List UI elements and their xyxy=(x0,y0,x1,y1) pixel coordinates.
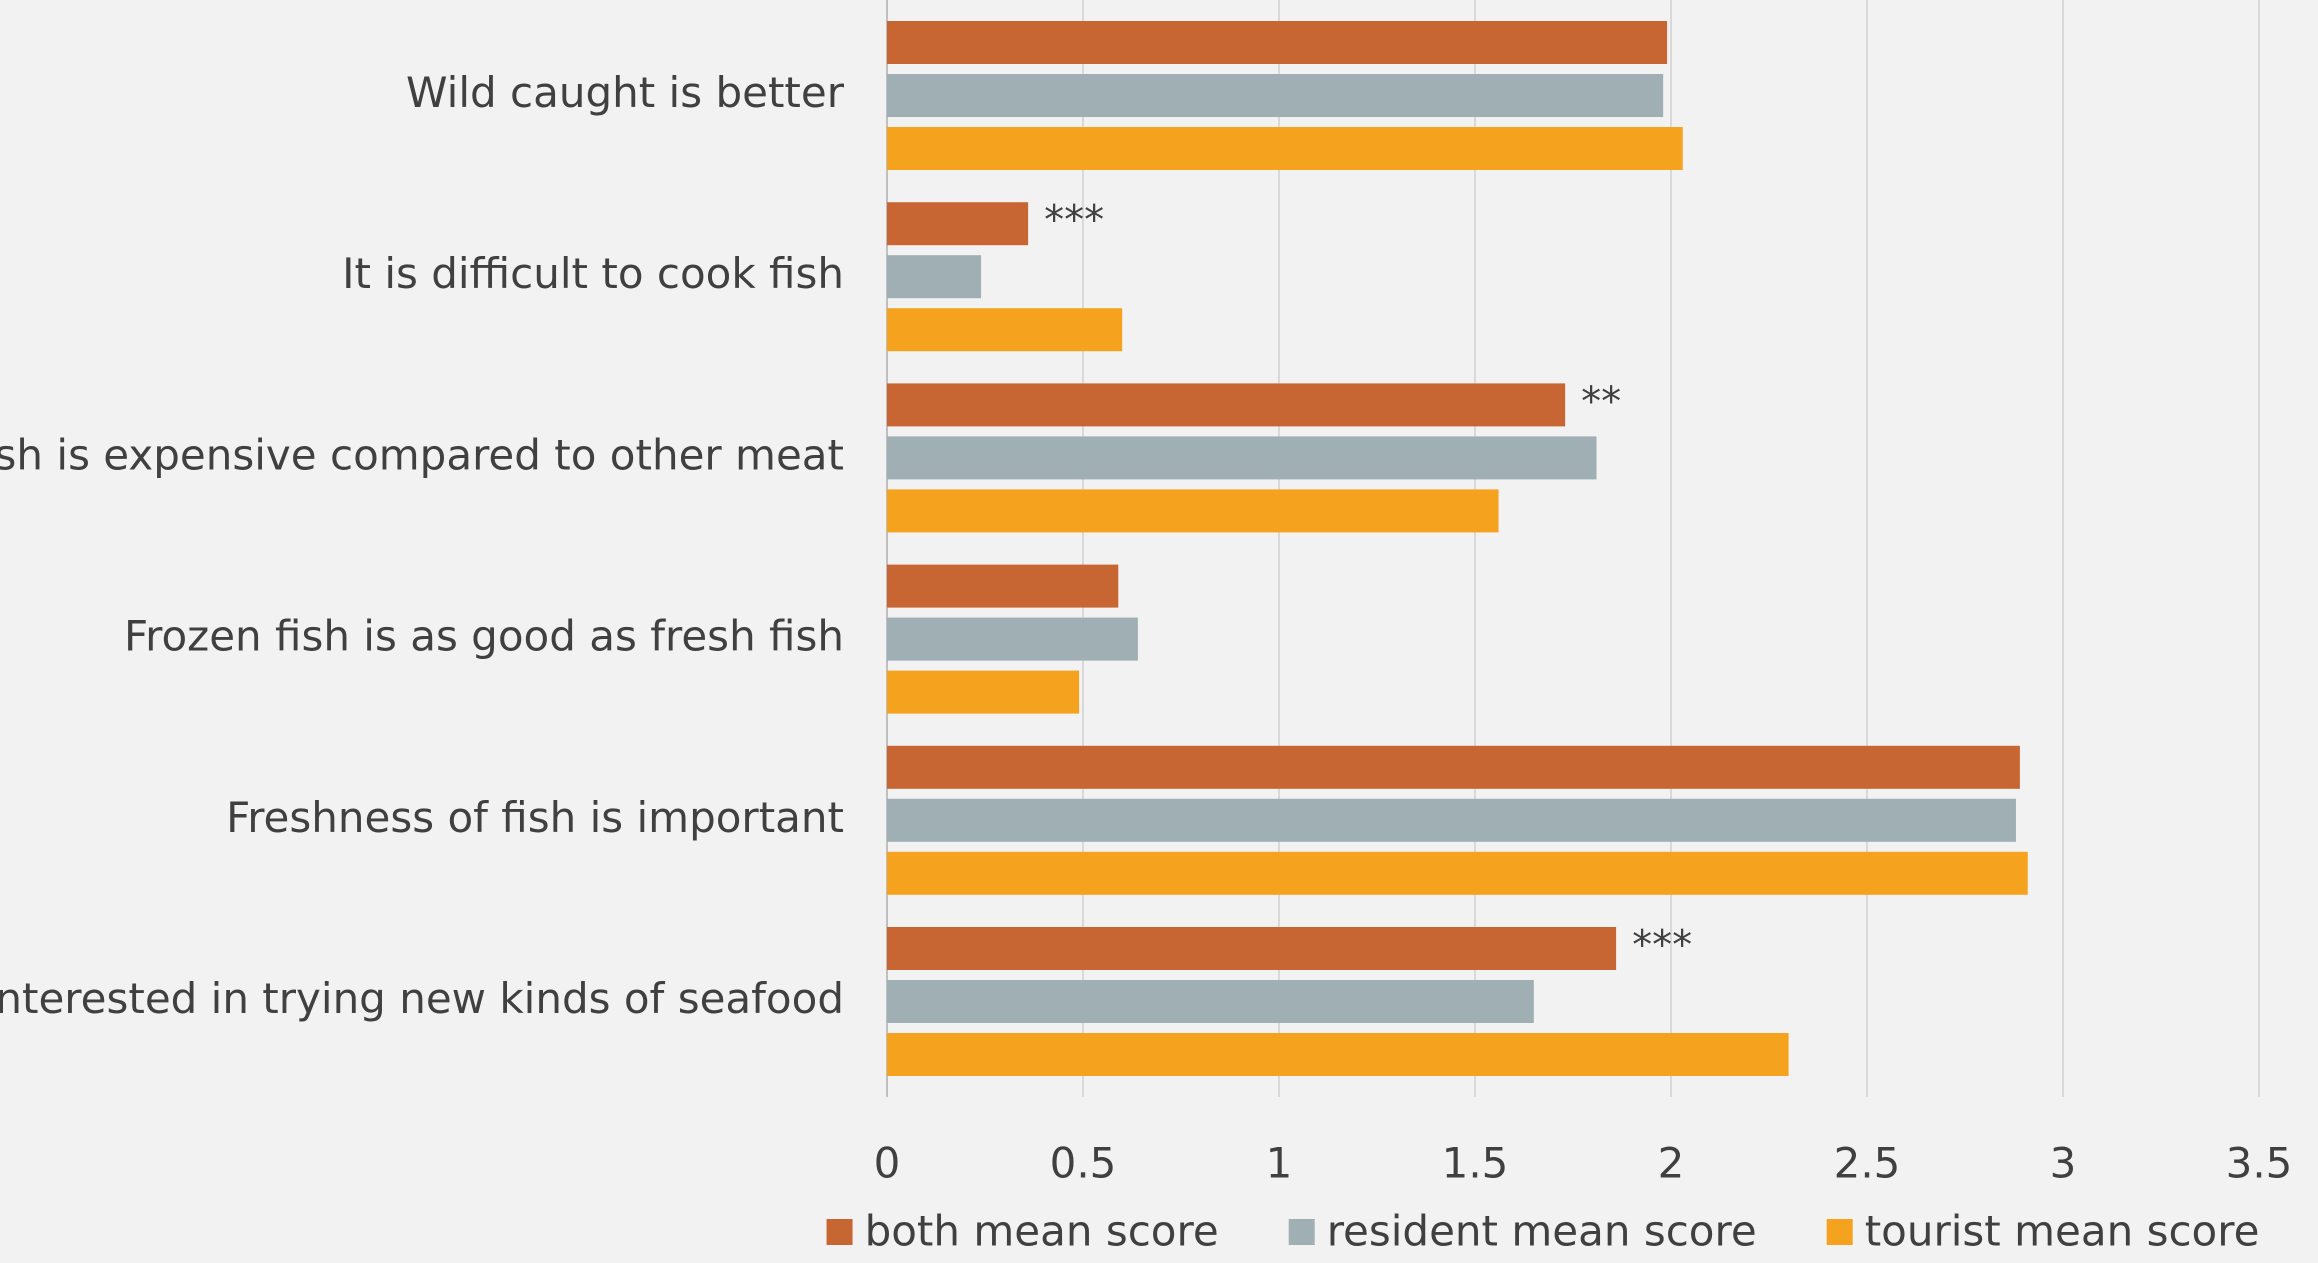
bar-2-series-3 xyxy=(887,308,1123,352)
bar-6-series-1 xyxy=(887,927,1617,970)
bar-1-series-3 xyxy=(887,127,1683,170)
x-tick-label-0: 0 xyxy=(874,1139,901,1188)
significance-annotations: ******** xyxy=(1044,198,1692,969)
x-axis-tick-labels: 0 0.5 1 1.5 2 2.5 3 3.5 xyxy=(874,1139,2293,1188)
bar-3-series-2 xyxy=(887,436,1597,480)
x-tick-label-0.5: 0.5 xyxy=(1050,1139,1117,1188)
category-label-3: Fish is expensive compared to other meat xyxy=(0,430,844,479)
legend-item-1: both mean score xyxy=(826,1207,1219,1256)
bars xyxy=(887,21,2028,1076)
category-label-4: Frozen fish is as good as fresh fish xyxy=(124,612,844,661)
x-tick-label-3: 3 xyxy=(2050,1139,2077,1188)
significance-annotation-1: *** xyxy=(1044,198,1104,244)
legend-label-2: resident mean score xyxy=(1327,1207,1757,1256)
legend-swatch-2 xyxy=(1288,1219,1315,1245)
bar-3-series-1 xyxy=(887,383,1566,427)
legend: both mean score resident mean score touris… xyxy=(826,1207,2260,1256)
gridlines xyxy=(886,0,2260,1097)
category-label-5: Freshness of fish is important xyxy=(226,793,844,842)
bar-4-series-3 xyxy=(887,670,1080,714)
bar-4-series-1 xyxy=(887,564,1119,608)
x-tick-label-3.5: 3.5 xyxy=(2226,1139,2293,1188)
category-label-2: It is difficult to cook fish xyxy=(342,249,844,298)
category-label-1: Wild caught is better xyxy=(406,68,845,117)
legend-item-2: resident mean score xyxy=(1288,1207,1757,1256)
bar-5-series-2 xyxy=(887,798,2016,842)
bar-1-series-2 xyxy=(887,74,1664,117)
category-labels: Wild caught is better It is difficult to … xyxy=(0,68,845,1023)
bar-1-series-1 xyxy=(887,21,1668,64)
category-label-6: Interested in trying new kinds of seafoo… xyxy=(0,974,844,1023)
legend-item-3: tourist mean score xyxy=(1826,1207,2260,1256)
bar-3-series-3 xyxy=(887,489,1499,533)
x-tick-label-2: 2 xyxy=(1658,1139,1685,1188)
x-tick-label-1.5: 1.5 xyxy=(1442,1139,1509,1188)
legend-label-1: both mean score xyxy=(865,1207,1219,1256)
bar-6-series-3 xyxy=(887,1033,1789,1076)
legend-swatch-1 xyxy=(826,1219,853,1245)
bar-2-series-2 xyxy=(887,255,982,299)
bar-2-series-1 xyxy=(887,202,1029,246)
bar-5-series-3 xyxy=(887,851,2028,895)
bar-4-series-2 xyxy=(887,617,1138,661)
significance-annotation-3: *** xyxy=(1632,923,1692,969)
legend-swatch-3 xyxy=(1826,1219,1853,1245)
bar-5-series-1 xyxy=(887,745,2020,789)
x-tick-label-1: 1 xyxy=(1266,1139,1293,1188)
bar-6-series-2 xyxy=(887,980,1534,1023)
legend-label-3: tourist mean score xyxy=(1865,1207,2260,1256)
x-tick-label-2.5: 2.5 xyxy=(1834,1139,1901,1188)
significance-annotation-2: ** xyxy=(1581,379,1621,425)
